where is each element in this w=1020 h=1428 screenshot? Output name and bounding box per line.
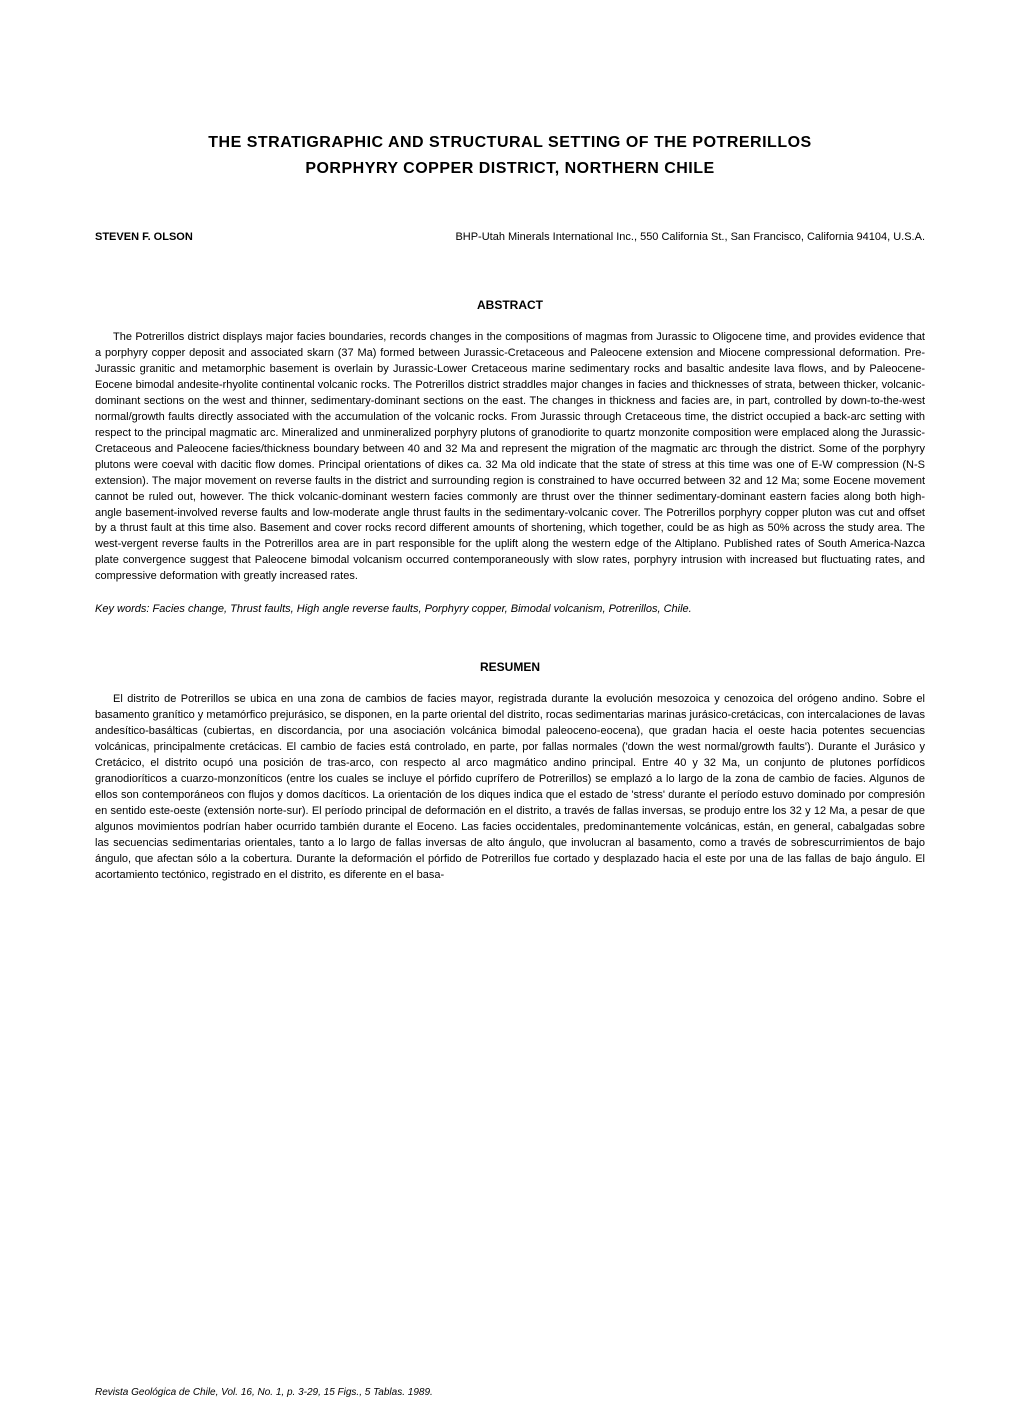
title-line-1: THE STRATIGRAPHIC AND STRUCTURAL SETTING… [95, 130, 925, 156]
keywords: Key words: Facies change, Thrust faults,… [95, 603, 925, 615]
footer-citation: Revista Geológica de Chile, Vol. 16, No.… [95, 1387, 433, 1398]
paper-title: THE STRATIGRAPHIC AND STRUCTURAL SETTING… [95, 130, 925, 181]
keywords-label: Key words: [95, 603, 149, 615]
resumen-heading: RESUMEN [95, 660, 925, 674]
author-line: STEVEN F. OLSON BHP-Utah Minerals Intern… [95, 231, 925, 243]
abstract-heading: ABSTRACT [95, 298, 925, 312]
keywords-text: Facies change, Thrust faults, High angle… [152, 603, 691, 615]
abstract-body: The Potrerillos district displays major … [95, 330, 925, 585]
author-name: STEVEN F. OLSON [95, 231, 193, 243]
author-affiliation: BHP-Utah Minerals International Inc., 55… [455, 231, 925, 243]
title-line-2: PORPHYRY COPPER DISTRICT, NORTHERN CHILE [95, 156, 925, 182]
resumen-body: El distrito de Potrerillos se ubica en u… [95, 692, 925, 883]
